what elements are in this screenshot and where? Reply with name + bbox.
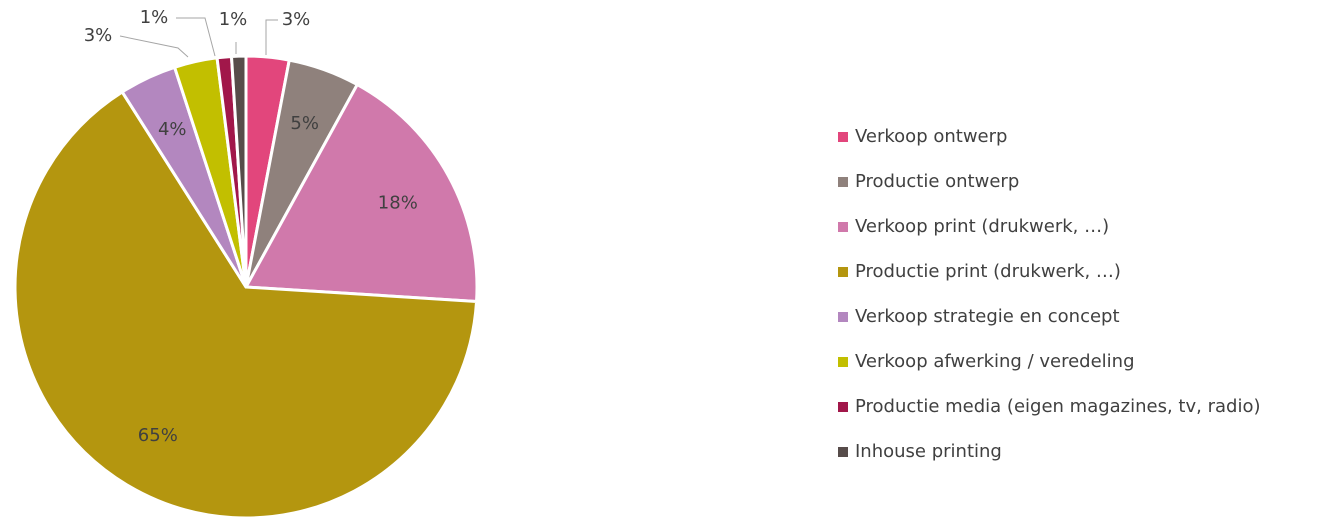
- leader-line: [176, 17, 216, 57]
- legend-label: Verkoop print (drukwerk, …): [855, 216, 1109, 237]
- leader-line: [119, 35, 189, 58]
- legend-swatch: [838, 222, 848, 232]
- legend-swatch: [838, 357, 848, 367]
- legend-label: Verkoop strategie en concept: [855, 306, 1120, 327]
- legend-swatch: [838, 447, 848, 457]
- data-label: 1%: [219, 9, 248, 30]
- legend-swatch: [838, 267, 848, 277]
- legend-swatch: [838, 402, 848, 412]
- legend-swatch: [838, 132, 848, 142]
- legend-swatch: [838, 312, 848, 322]
- pie-slice: [229, 54, 248, 288]
- data-label: 65%: [138, 425, 178, 446]
- legend-label: Productie ontwerp: [855, 171, 1019, 192]
- pie-slice: [243, 82, 479, 304]
- legend-swatch: [838, 177, 848, 187]
- data-label: 1%: [140, 7, 169, 28]
- legend-label: Productie media (eigen magazines, tv, ra…: [855, 396, 1260, 417]
- data-label: 3%: [84, 25, 113, 46]
- pie-slice: [13, 89, 479, 517]
- legend-label: Verkoop afwerking / veredeling: [855, 351, 1135, 372]
- legend-label: Inhouse printing: [855, 441, 1002, 462]
- legend-label: Productie print (drukwerk, …): [855, 261, 1121, 282]
- data-label: 18%: [378, 193, 418, 214]
- data-label: 4%: [158, 119, 187, 140]
- data-label: 3%: [282, 9, 311, 30]
- leader-line: [265, 19, 278, 55]
- data-label: 5%: [290, 113, 319, 134]
- legend-label: Verkoop ontwerp: [855, 126, 1007, 147]
